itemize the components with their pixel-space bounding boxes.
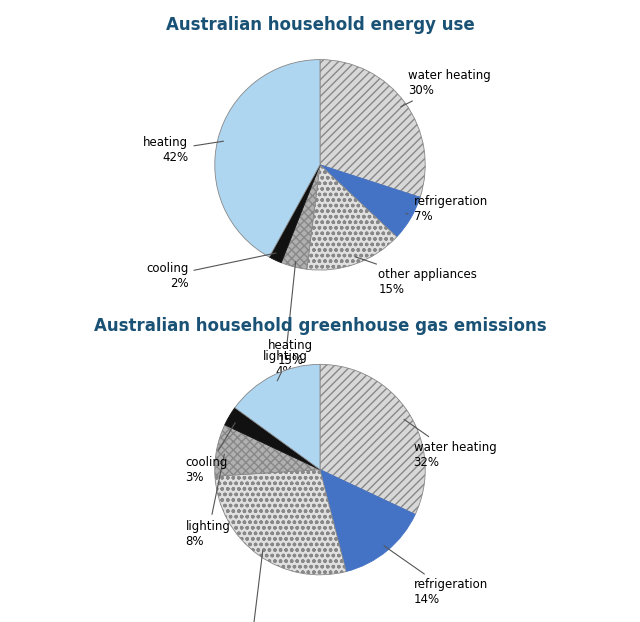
Wedge shape xyxy=(320,165,420,237)
Text: lighting
8%: lighting 8% xyxy=(186,454,230,548)
Text: water heating
30%: water heating 30% xyxy=(401,69,490,107)
Wedge shape xyxy=(320,60,425,197)
Text: other appliances
28%: other appliances 28% xyxy=(198,550,296,622)
Text: heating
42%: heating 42% xyxy=(143,136,223,164)
Text: refrigeration
7%: refrigeration 7% xyxy=(406,195,488,223)
Text: cooling
2%: cooling 2% xyxy=(146,253,276,290)
Text: refrigeration
14%: refrigeration 14% xyxy=(384,546,488,606)
Text: heating
15%: heating 15% xyxy=(268,338,314,381)
Wedge shape xyxy=(269,165,320,262)
Wedge shape xyxy=(320,364,425,514)
Text: Australian household energy use: Australian household energy use xyxy=(166,16,474,34)
Wedge shape xyxy=(215,425,320,476)
Wedge shape xyxy=(281,165,320,269)
Text: Australian household greenhouse gas emissions: Australian household greenhouse gas emis… xyxy=(93,317,547,335)
Wedge shape xyxy=(215,470,346,575)
Wedge shape xyxy=(225,408,320,470)
Wedge shape xyxy=(215,60,320,257)
Text: water heating
32%: water heating 32% xyxy=(404,419,496,469)
Text: cooling
3%: cooling 3% xyxy=(186,423,236,484)
Wedge shape xyxy=(235,364,320,470)
Text: lighting
4%: lighting 4% xyxy=(262,261,307,378)
Wedge shape xyxy=(307,165,397,270)
Text: other appliances
15%: other appliances 15% xyxy=(355,257,477,296)
Wedge shape xyxy=(320,470,415,572)
